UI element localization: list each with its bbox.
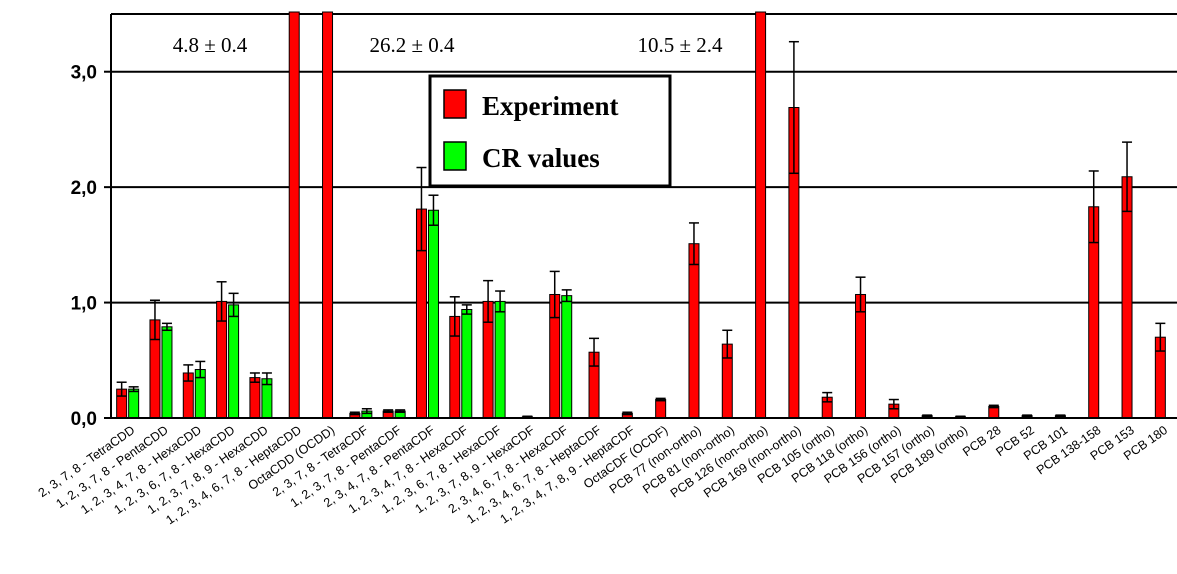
legend-label: CR values (482, 143, 600, 173)
annotation: 10.5 ± 2.4 (637, 33, 723, 57)
bar-cr-values (228, 304, 240, 419)
annotations: 4.8 ± 0.4 26.2 ± 0.4 10.5 ± 2.4 (173, 33, 723, 57)
bar-cr-values (427, 209, 439, 419)
bar-experiment (655, 399, 667, 419)
bar-cr-values (161, 326, 173, 419)
y-tick-label: 3,0 (71, 63, 97, 84)
bar-cr-values (561, 295, 573, 419)
bar-cr-values (494, 300, 506, 419)
bar-experiment (249, 377, 261, 419)
y-tick-labels: 0,0 1,0 2,0 3,0 (71, 63, 97, 430)
bar-experiment (688, 243, 700, 419)
annotation: 26.2 ± 0.4 (369, 33, 455, 57)
bar-cr-values (128, 388, 140, 419)
y-tick-label: 0,0 (71, 409, 97, 430)
error-bars (116, 40, 1166, 419)
bars (116, 11, 1166, 419)
bar-experiment (855, 293, 867, 419)
legend-box (428, 74, 672, 188)
axes (104, 14, 1177, 419)
legend-swatch (443, 141, 467, 171)
bar-experiment (288, 11, 300, 419)
bar-experiment (755, 11, 767, 419)
y-tick-label: 1,0 (71, 294, 97, 315)
bar-experiment (1121, 176, 1133, 419)
legend-swatch (443, 89, 467, 119)
bar-experiment (322, 11, 334, 419)
y-tick-label: 2,0 (71, 178, 97, 199)
legend-label: Experiment (482, 91, 618, 121)
annotation: 4.8 ± 0.4 (173, 33, 248, 57)
legend: Experiment CR values (428, 74, 672, 188)
bar-cr-values (461, 308, 473, 419)
